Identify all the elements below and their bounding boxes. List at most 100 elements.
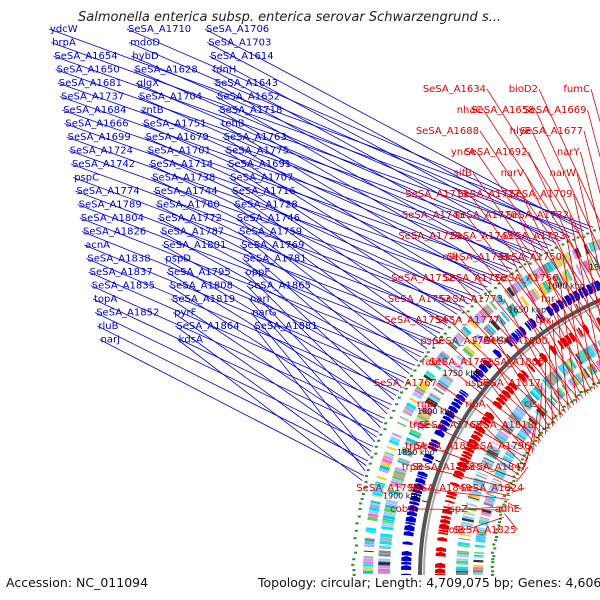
label-leader: [434, 403, 529, 460]
label-leader: [448, 319, 556, 424]
feature-block: [496, 294, 506, 305]
feature-block: [484, 303, 495, 315]
label-leader: [472, 172, 600, 353]
gene-arrow: [401, 550, 412, 556]
gene-label: narW: [550, 168, 577, 179]
gene-arrow: [495, 396, 506, 406]
gene-label: SeSA_A1716: [232, 186, 295, 197]
tick-label: 1700 kbp: [473, 335, 511, 344]
gene-arrow: [405, 516, 417, 523]
feature-block: [383, 453, 394, 459]
gene-label: topA: [94, 294, 117, 305]
feature-block: [474, 315, 483, 324]
feature-block: [505, 306, 516, 318]
gc-dot: [525, 451, 529, 454]
label-leader: [515, 466, 529, 483]
label-leader: [168, 285, 383, 424]
gene-arrow: [577, 288, 585, 299]
gc-dot: [353, 537, 357, 540]
label-leader: [437, 382, 535, 450]
label-leader: [159, 231, 413, 370]
label-leader: [246, 285, 381, 428]
label-leader: [59, 96, 525, 262]
label-leader: [514, 235, 592, 392]
gc-dot: [519, 462, 523, 465]
feature-block: [409, 428, 422, 437]
feature-block: [392, 473, 405, 479]
feature-block: [510, 284, 519, 294]
gene-label: hrpA: [52, 38, 76, 49]
gc-dot: [352, 558, 356, 561]
gene-label: SeSA_A1756: [495, 273, 558, 284]
gene-arrow: [510, 332, 520, 342]
gc-dot: [498, 510, 502, 513]
gene-label: SeSA_A1824: [460, 483, 523, 494]
feature-block: [486, 493, 497, 498]
gc-dot: [368, 462, 372, 465]
gene-label: oppF: [246, 267, 271, 278]
feature-block: [496, 314, 507, 325]
feature-block: [468, 319, 478, 329]
gc-dot: [439, 335, 443, 338]
gene-arrow: [439, 519, 451, 525]
label-leader: [504, 513, 518, 531]
feature-block: [383, 511, 396, 517]
feature-block: [408, 431, 421, 439]
gc-dot: [413, 369, 417, 372]
feature-block: [426, 397, 439, 406]
feature-block: [422, 404, 434, 412]
feature-block: [487, 448, 499, 456]
feature-block: [378, 553, 391, 557]
label-leader: [458, 256, 580, 401]
label-leader: [170, 298, 377, 438]
feature-block: [590, 343, 599, 356]
gene-label: SeSA_A1818: [471, 420, 534, 431]
label-leader: [510, 256, 583, 399]
gc-dot: [458, 317, 462, 320]
gene-arrow: [472, 372, 482, 380]
label-leader: [177, 339, 363, 481]
label-leader: [222, 136, 480, 295]
gene-arrow: [442, 415, 453, 423]
label-leader: [68, 150, 476, 298]
gene-label: SeSA_A1752: [391, 273, 454, 284]
gc-dot: [364, 480, 368, 483]
tick-label: 1550 kbp: [589, 263, 600, 272]
gc-dot: [407, 381, 411, 384]
feature-block: [379, 545, 392, 549]
label-leader: [465, 214, 599, 388]
gene-arrow: [515, 328, 524, 338]
gc-dot: [490, 551, 494, 554]
feature-block: [473, 567, 484, 570]
gc-dot: [490, 574, 494, 576]
label-leader: [148, 163, 462, 312]
feature-block: [381, 524, 394, 528]
feature-block: [388, 439, 400, 446]
label-leader: [99, 339, 364, 476]
label-leader: [224, 150, 469, 305]
accession-text: Accession: NC_011094: [6, 575, 149, 590]
feature-block: [364, 544, 375, 548]
label-leader: [51, 42, 580, 234]
gc-dot: [357, 515, 361, 518]
gene-label: narI: [250, 294, 270, 305]
label-leader: [562, 256, 586, 396]
gene-arrow: [478, 363, 489, 374]
gene-label: SeSA_A1849: [408, 483, 471, 494]
label-leader: [521, 193, 600, 359]
gene-arrow: [492, 400, 503, 410]
gc-dot: [593, 229, 597, 232]
gc-dot: [359, 502, 363, 505]
feature-block: [488, 487, 499, 492]
gc-dots-inner: [490, 379, 600, 576]
feature-block: [489, 319, 501, 331]
label-leader: [531, 130, 600, 279]
forward-label-group: ydcW SeSA_A1710 SeSA_A1706 hrpA mdoD SeSA_A17…: [48, 24, 594, 481]
gene-label: trpA: [405, 441, 426, 452]
gc-dot: [494, 539, 498, 542]
feature-block: [480, 511, 491, 516]
label-leader: [66, 136, 488, 288]
gc-dot: [497, 282, 501, 285]
feature-block: [469, 341, 479, 351]
feature-block: [524, 395, 535, 406]
